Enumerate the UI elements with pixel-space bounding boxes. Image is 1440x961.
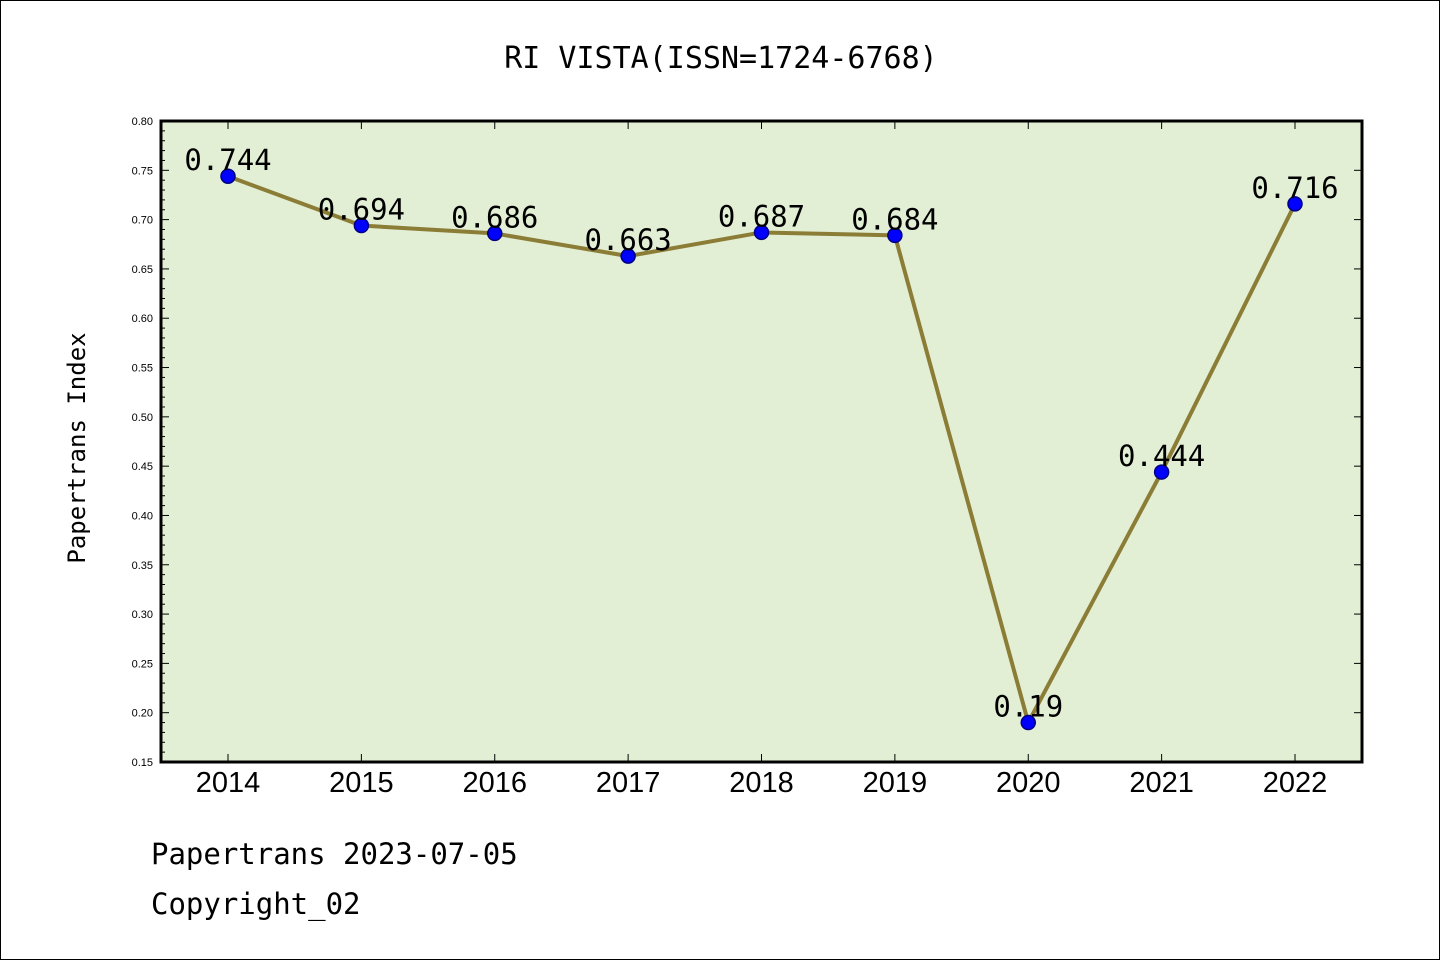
y-axis-label: Papertrans Index	[63, 332, 91, 563]
x-tick-label: 2018	[729, 767, 794, 799]
data-label: 0.687	[718, 199, 805, 233]
data-label: 0.716	[1251, 171, 1338, 205]
y-tick-label: 0.75	[132, 165, 153, 177]
y-axis-ticks: 0.15 0.20 0.25 0.30 0.35 0.40 0.45 0.50 0.55 0.60…	[132, 116, 1362, 769]
y-tick-label: 0.70	[132, 215, 153, 227]
data-point	[487, 225, 503, 242]
data-label: 0.744	[184, 143, 271, 177]
data-point	[753, 224, 770, 241]
data-point	[887, 227, 903, 244]
chart-title: RI VISTA(ISSN=1724-6768)	[504, 41, 937, 76]
y-tick-label: 0.50	[132, 412, 153, 424]
data-label: 0.694	[318, 193, 405, 227]
y-tick-label: 0.15	[132, 757, 153, 769]
data-label: 0.663	[584, 223, 671, 257]
y-tick-label: 0.45	[132, 461, 153, 473]
x-tick-label: 2022	[1263, 767, 1328, 799]
x-axis-ticks: 2014 2015 2016 2017 2018 2019 2020 2021 2022	[196, 121, 1328, 799]
x-tick-label: 2016	[462, 767, 527, 799]
data-label: 0.444	[1118, 439, 1205, 473]
data-label: 0.19	[993, 690, 1063, 724]
data-point	[1020, 714, 1036, 731]
footer-copyright: Copyright_02	[151, 887, 361, 921]
footer-date: Papertrans 2023-07-05	[151, 837, 518, 871]
y-tick-label: 0.35	[132, 560, 153, 572]
y-tick-label: 0.55	[132, 363, 153, 375]
x-tick-label: 2020	[996, 767, 1061, 799]
x-tick-label: 2014	[196, 767, 261, 799]
data-label: 0.684	[851, 202, 938, 236]
plot-border	[159, 119, 1364, 764]
data-point	[1153, 464, 1170, 480]
data-point	[220, 168, 236, 184]
y-tick-label: 0.30	[132, 609, 153, 621]
data-markers	[220, 168, 1303, 731]
data-point	[620, 248, 636, 264]
y-tick-label: 0.20	[132, 708, 153, 720]
y-tick-label: 0.65	[132, 264, 153, 276]
data-point	[353, 217, 370, 234]
x-tick-label: 2015	[329, 767, 394, 799]
data-point	[1287, 196, 1303, 212]
data-labels: 0.744 0.694 0.686 0.663 0.687 0.684 0.19 0.444 0…	[184, 143, 1338, 723]
x-tick-label: 2019	[863, 767, 928, 799]
y-tick-label: 0.40	[132, 510, 153, 522]
x-tick-label: 2017	[596, 767, 661, 799]
y-tick-label: 0.25	[132, 658, 153, 670]
y-tick-label: 0.60	[132, 313, 153, 325]
y-tick-label: 0.80	[132, 116, 153, 128]
data-label: 0.686	[451, 200, 538, 234]
x-tick-label: 2021	[1129, 767, 1194, 799]
